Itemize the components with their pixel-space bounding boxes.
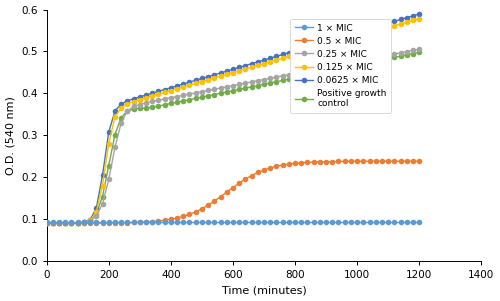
0.0625 × MIC (174, 84, 180, 88)
0.125 × MIC (366, 31, 372, 35)
0.0625 × MIC (366, 27, 372, 30)
0.25 × MIC (44, 221, 50, 225)
0.125 × MIC (174, 87, 180, 91)
Line: 0.125 × MIC: 0.125 × MIC (44, 16, 422, 226)
0.25 × MIC (416, 47, 422, 51)
0.25 × MIC (174, 95, 180, 98)
0.5 × MIC (416, 159, 422, 163)
0.0625 × MIC (242, 64, 248, 67)
0.125 × MIC (267, 60, 273, 64)
0.125 × MIC (130, 100, 136, 103)
1 × MIC (242, 221, 248, 224)
Positive growth
control (242, 86, 248, 90)
0.5 × MIC (267, 166, 273, 170)
0.0625 × MIC (267, 56, 273, 60)
0.5 × MIC (44, 221, 50, 225)
Positive growth
control (174, 101, 180, 104)
0.25 × MIC (267, 76, 273, 80)
Line: 0.25 × MIC: 0.25 × MIC (44, 46, 422, 226)
Positive growth
control (366, 61, 372, 64)
0.5 × MIC (118, 221, 124, 225)
0.25 × MIC (366, 57, 372, 61)
Positive growth
control (130, 107, 136, 111)
1 × MIC (44, 221, 50, 224)
0.5 × MIC (130, 221, 136, 224)
Legend: 1 × MIC, 0.5 × MIC, 0.25 × MIC, 0.125 × MIC, 0.0625 × MIC, Positive growth
contr: 1 × MIC, 0.5 × MIC, 0.25 × MIC, 0.125 × … (290, 19, 391, 113)
Positive growth
control (416, 51, 422, 54)
1 × MIC (416, 221, 422, 224)
1 × MIC (118, 221, 124, 224)
Positive growth
control (267, 81, 273, 85)
Line: 0.5 × MIC: 0.5 × MIC (44, 158, 422, 226)
Positive growth
control (44, 221, 50, 225)
0.25 × MIC (118, 121, 124, 125)
0.25 × MIC (130, 104, 136, 108)
Line: 0.0625 × MIC: 0.0625 × MIC (44, 11, 422, 226)
0.125 × MIC (416, 17, 422, 20)
0.5 × MIC (174, 216, 180, 220)
0.5 × MIC (242, 177, 248, 181)
0.125 × MIC (118, 106, 124, 110)
1 × MIC (130, 221, 136, 224)
0.0625 × MIC (44, 221, 50, 225)
1 × MIC (174, 221, 180, 224)
Line: 1 × MIC: 1 × MIC (44, 219, 422, 225)
0.125 × MIC (44, 221, 50, 225)
Line: Positive growth
control: Positive growth control (44, 49, 422, 226)
0.0625 × MIC (130, 97, 136, 101)
1 × MIC (267, 221, 273, 224)
0.125 × MIC (242, 67, 248, 71)
Y-axis label: O.D. (540 nm): O.D. (540 nm) (6, 96, 16, 175)
1 × MIC (366, 221, 372, 224)
0.0625 × MIC (118, 102, 124, 106)
0.25 × MIC (242, 81, 248, 85)
0.0625 × MIC (416, 12, 422, 16)
X-axis label: Time (minutes): Time (minutes) (222, 285, 306, 296)
0.5 × MIC (366, 160, 372, 163)
Positive growth
control (118, 116, 124, 119)
